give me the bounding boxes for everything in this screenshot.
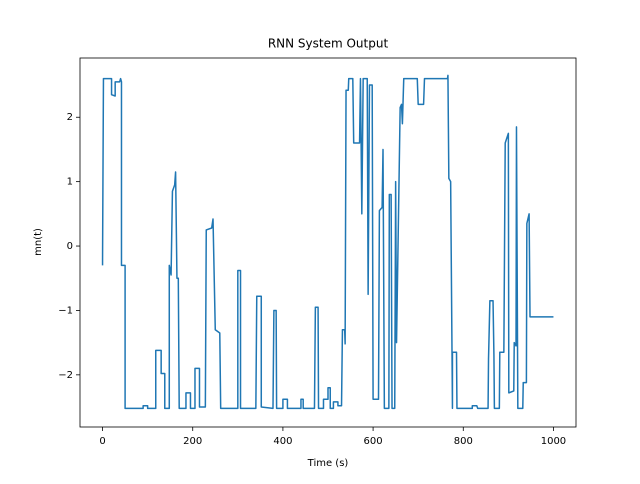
x-axis-label: Time (s) <box>307 458 349 469</box>
x-tick-label: 1000 <box>541 436 566 447</box>
data-line <box>101 74 554 410</box>
y-tick-label: −1 <box>58 305 73 316</box>
y-tick-label: 0 <box>67 241 73 252</box>
chart-title: RNN System Output <box>268 37 389 51</box>
x-tick-label: 0 <box>99 436 105 447</box>
y-tick-label: −2 <box>58 370 73 381</box>
x-tick-label: 800 <box>454 436 473 447</box>
x-tick-label: 200 <box>183 436 202 447</box>
y-tick-label: 2 <box>67 112 73 123</box>
x-tick-label: 600 <box>364 436 383 447</box>
plot-frame <box>79 57 577 428</box>
y-axis-label: mn(t) <box>33 228 44 256</box>
y-tick-label: 1 <box>67 177 73 188</box>
x-tick-label: 400 <box>273 436 292 447</box>
